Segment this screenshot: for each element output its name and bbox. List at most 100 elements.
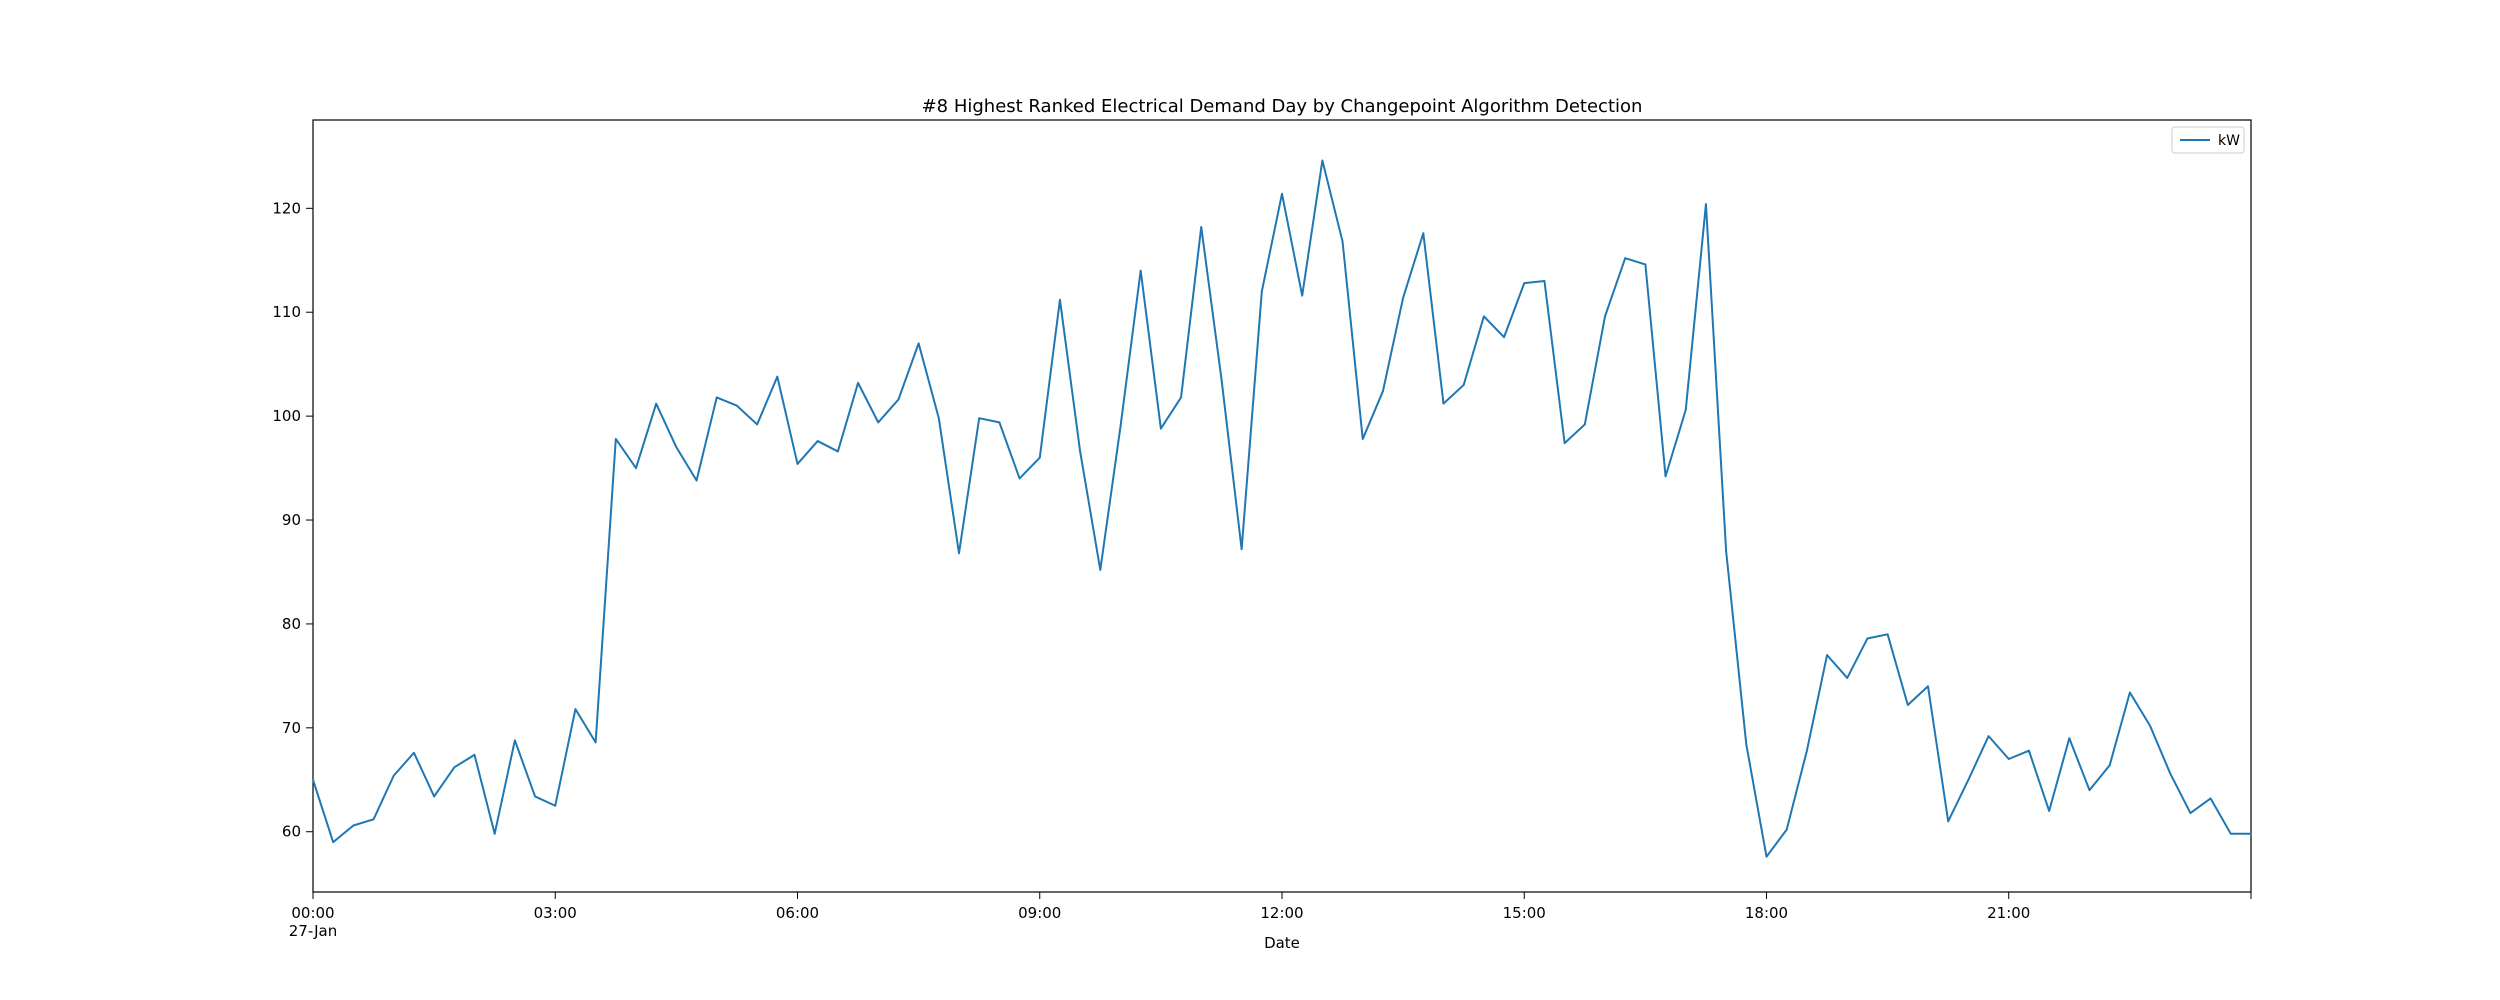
data-point (2250, 833, 2252, 835)
series-line-kw (312, 159, 2251, 858)
y-tick-label: 70 (282, 719, 301, 737)
data-point (2189, 812, 2192, 814)
data-point (433, 795, 435, 798)
data-point (998, 421, 1001, 424)
data-point (2068, 737, 2071, 740)
data-point (1765, 855, 1768, 858)
legend: kW (2171, 126, 2245, 154)
data-point (352, 824, 355, 827)
data-point (1543, 280, 1546, 282)
data-point (413, 751, 415, 754)
data-point (1745, 743, 1748, 746)
data-point (1301, 294, 1303, 297)
x-tick-label: 15:00 (1503, 904, 1546, 922)
data-point (1684, 409, 1687, 411)
y-axis: 60 70 80 90 100 110 120 (272, 199, 313, 841)
data-point (1240, 548, 1243, 550)
chart-title: #8 Highest Ranked Electrical Demand Day … (922, 96, 1643, 117)
x-tick-label: 00:00 (291, 904, 334, 922)
data-point (2007, 758, 2010, 760)
data-point (1604, 315, 1606, 318)
data-point (1584, 423, 1586, 426)
data-point (1321, 159, 1324, 162)
data-point (1523, 282, 1526, 284)
data-point (1664, 475, 1667, 478)
data-point (1886, 633, 1889, 636)
data-point (2230, 833, 2232, 835)
data-point (1119, 425, 1122, 428)
data-point (1947, 820, 1949, 823)
data-point (332, 841, 334, 843)
x-tick-label: 18:00 (1745, 904, 1788, 922)
data-point (2129, 691, 2131, 694)
y-tick-label: 100 (272, 407, 301, 425)
data-point (1987, 735, 1990, 737)
data-point (695, 479, 698, 482)
data-point (453, 766, 456, 769)
x-tick-label: 09:00 (1018, 904, 1061, 922)
data-point (392, 774, 395, 777)
data-point (897, 398, 900, 401)
data-point (615, 438, 617, 440)
data-point (857, 382, 859, 384)
x-tick-label: 06:00 (776, 904, 819, 922)
data-point (1503, 336, 1505, 338)
data-point (796, 463, 799, 465)
x-tick-sublabel: 27-Jan (289, 922, 337, 940)
data-point (2169, 772, 2172, 775)
data-point (655, 402, 657, 405)
y-tick-label: 110 (272, 303, 301, 321)
data-point (1038, 456, 1041, 459)
data-point (1644, 263, 1647, 266)
data-point (776, 375, 779, 378)
data-point (1180, 396, 1182, 399)
data-point (493, 833, 496, 835)
data-point (978, 417, 980, 420)
data-point (2209, 797, 2212, 800)
y-tick-label: 60 (282, 823, 301, 841)
data-point (1099, 569, 1102, 571)
y-tick-label: 80 (282, 615, 301, 633)
data-point (1483, 315, 1485, 318)
data-point (1907, 704, 1909, 706)
data-point (514, 739, 516, 742)
data-point (1139, 269, 1142, 272)
data-point (594, 741, 597, 744)
y-tick-label: 120 (272, 199, 301, 217)
data-point (372, 818, 375, 821)
x-tick-label: 21:00 (1987, 904, 2030, 922)
data-point (837, 450, 839, 453)
data-point (1220, 377, 1223, 380)
data-point (1826, 654, 1828, 656)
data-point (1402, 296, 1404, 299)
data-point (816, 440, 819, 442)
data-point (2088, 789, 2091, 791)
data-point (1200, 226, 1203, 228)
data-point (554, 804, 557, 807)
data-point (1806, 749, 1808, 752)
data-point (1442, 402, 1445, 405)
data-point (877, 421, 880, 424)
data-point (756, 423, 758, 426)
data-point (574, 708, 577, 710)
data-point (958, 552, 960, 555)
data-point (1725, 550, 1727, 552)
data-point (312, 778, 314, 781)
data-point (1160, 427, 1162, 430)
data-point (1422, 232, 1425, 235)
data-point (635, 467, 637, 469)
data-point (1059, 298, 1061, 301)
plot-frame (312, 119, 2252, 893)
data-point (917, 342, 920, 345)
x-tick-label: 03:00 (534, 904, 577, 922)
data-point (1866, 637, 1869, 640)
data-point (534, 795, 536, 798)
data-point (2028, 749, 2030, 752)
data-point (1846, 677, 1849, 679)
data-point (1018, 477, 1021, 480)
data-point (2108, 764, 2111, 767)
data-point (1967, 778, 1970, 781)
data-point (1927, 685, 1929, 688)
